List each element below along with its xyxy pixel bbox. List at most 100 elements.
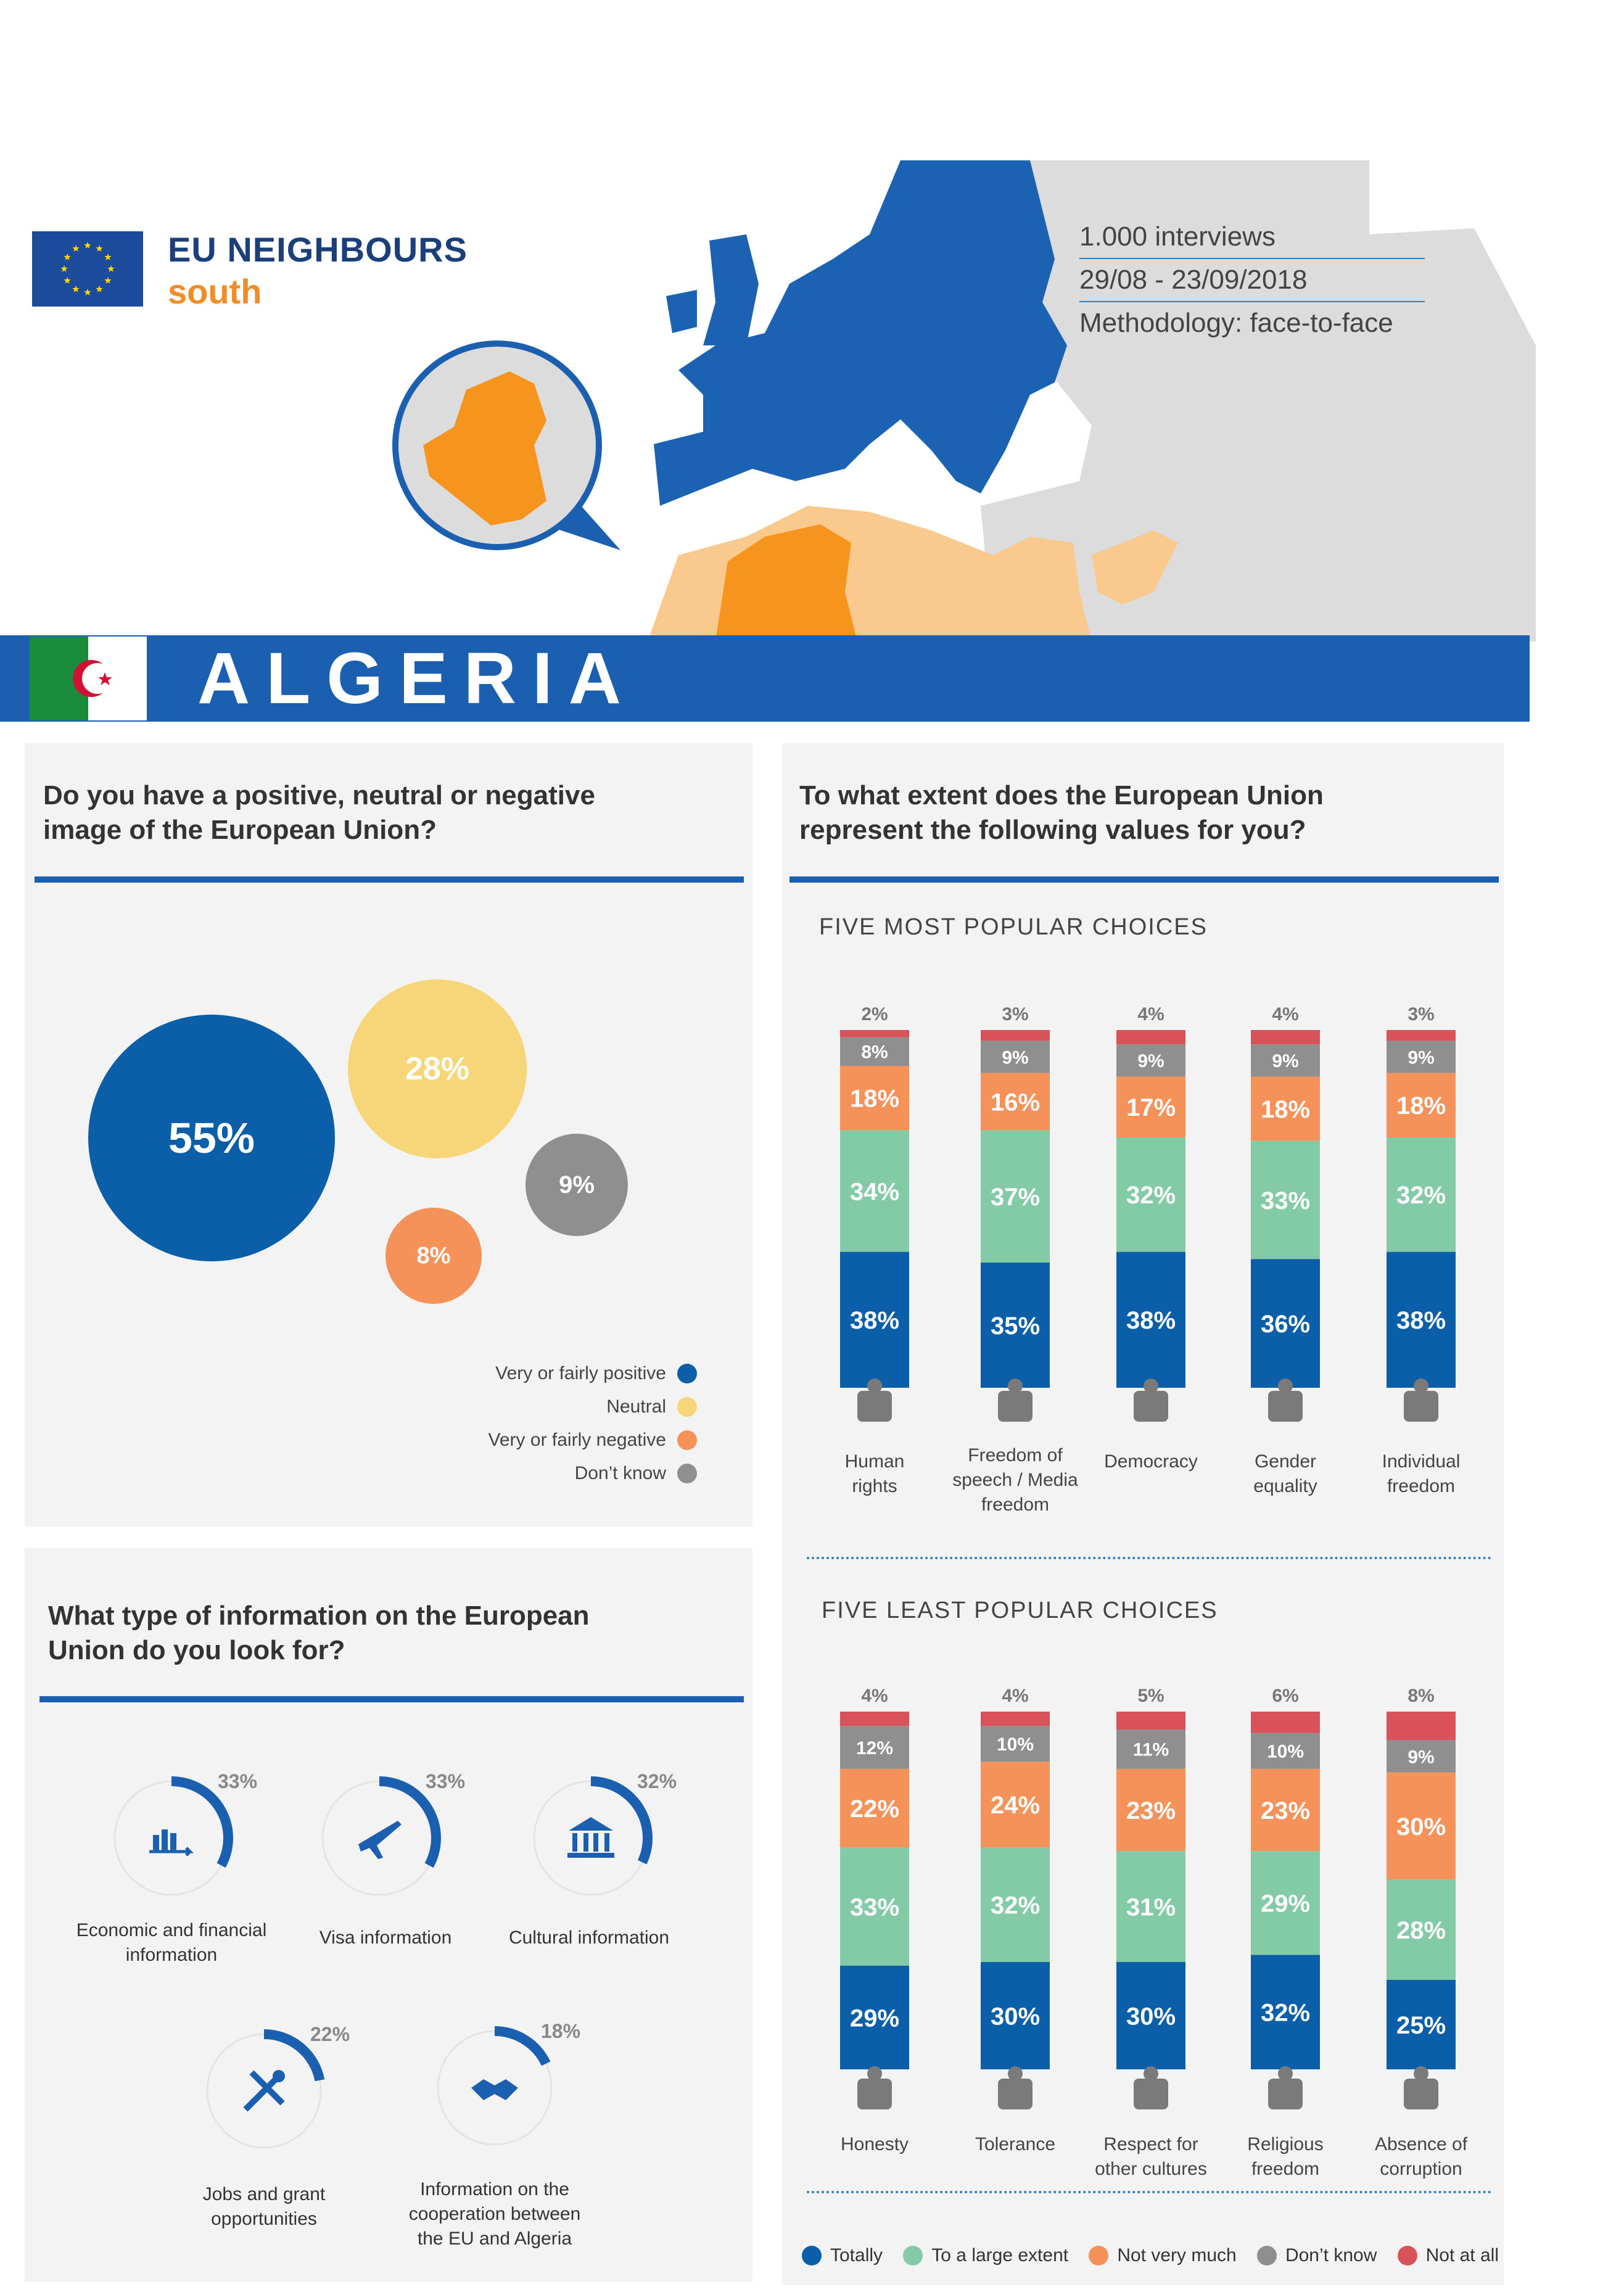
info-item-label-line: Information on the — [420, 2179, 569, 2199]
category-label-line: Democracy — [1104, 1451, 1198, 1472]
least-bar-4-top-label: 6% — [1272, 1686, 1298, 1706]
most-bar-5-seg-4 — [1387, 1041, 1456, 1073]
most-category-label: Individual freedom — [1353, 1449, 1489, 1499]
most-bar-4-seg-2 — [1251, 1140, 1320, 1259]
most-bar-5-seg-2 — [1387, 1137, 1456, 1252]
handshake-icon — [844, 2060, 905, 2122]
most-bar-1-label-1: 38% — [850, 1307, 899, 1334]
bubble-positive: 55% — [88, 1015, 335, 1261]
eu-star-icon — [64, 277, 71, 284]
dove-icon — [1390, 1372, 1452, 1434]
legend-dot — [903, 2246, 923, 2265]
least-bar-5-seg-4 — [1387, 1740, 1456, 1773]
least-bar-1-seg-5 — [840, 1712, 909, 1726]
info-donut — [196, 2023, 332, 2159]
hands-up-icon — [844, 1372, 905, 1434]
most-popular-chart: 38% 34% 18% 8% 2% 35% 37% 16% 9% 3% 38% 32% 17% 9% 4% 3… — [840, 1004, 1456, 1388]
algeria-inset — [386, 340, 620, 556]
legend-item: Don’t know — [1256, 2245, 1377, 2266]
eu-star-icon — [84, 242, 91, 249]
most-popular-title: FIVE MOST POPULAR CHOICES — [819, 914, 1208, 940]
megaphone-icon — [984, 1372, 1046, 1434]
most-category-label: Freedom of speech / Media freedom — [947, 1443, 1083, 1517]
most-bar-3-label-1: 38% — [1126, 1307, 1176, 1334]
most-bar-1-seg-3 — [840, 1066, 909, 1131]
category-label-line: other cultures — [1095, 2159, 1207, 2179]
info-item-label-line: opportunities — [211, 2209, 317, 2229]
least-popular-chart: 29% 33% 22% 12% 4% 30% 32% 24% 10% 4% 30% 31% 23% 11%… — [840, 1686, 1456, 2069]
most-bar-2-seg-2 — [981, 1130, 1050, 1263]
legend-positive: Very or fairly positive — [370, 1357, 697, 1390]
most-bar-1-seg-1 — [840, 1251, 909, 1388]
most-bar-4-label-1: 36% — [1261, 1311, 1310, 1338]
legend-dontknow: Don’t know — [370, 1457, 697, 1490]
least-bar-2-label-1: 30% — [991, 2003, 1040, 2030]
category-label-line: freedom — [1387, 1476, 1456, 1496]
least-bar-2-seg-2 — [981, 1847, 1050, 1962]
legend-negative-dot — [677, 1430, 697, 1450]
image-title-line1: Do you have a positive, neutral or negat… — [43, 780, 595, 810]
most-bar-2-seg-4 — [981, 1041, 1050, 1073]
info-item-label: Visa information — [281, 1926, 490, 1950]
info-item-label: Economic and financial information — [67, 1918, 276, 1968]
least-bar-2-seg-5 — [981, 1712, 1050, 1726]
category-label-line: freedom — [981, 1494, 1050, 1515]
legend-neutral: Neutral — [370, 1390, 697, 1424]
least-bar-1-seg-4 — [840, 1726, 909, 1769]
most-bar-2-seg-1 — [981, 1263, 1050, 1388]
least-bar-1-top-label: 4% — [861, 1686, 888, 1706]
bubble-neutral-value: 28% — [405, 1051, 470, 1087]
info-question-title: What type of information on the European… — [48, 1599, 739, 1668]
least-bar-3-seg-4 — [1116, 1729, 1185, 1769]
image-question-title: Do you have a positive, neutral or negat… — [43, 778, 734, 847]
least-bar-4-label-4: 10% — [1267, 1742, 1304, 1762]
least-bar-4-seg-3 — [1251, 1768, 1320, 1852]
most-bar-1-label-4: 8% — [861, 1042, 888, 1063]
donut-progress-arc — [263, 2029, 325, 2082]
most-bar-1-top-label: 2% — [861, 1004, 888, 1024]
handshake-icon — [471, 2079, 518, 2100]
least-bar-5-seg-5 — [1387, 1712, 1456, 1741]
most-bar-1-seg-5 — [840, 1030, 909, 1037]
least-bar-2-top-label: 4% — [1002, 1686, 1028, 1706]
least-bar-5-seg-3 — [1387, 1772, 1456, 1880]
most-bar-3-seg-4 — [1116, 1044, 1185, 1077]
least-category-label: Respect for other cultures — [1083, 2132, 1219, 2182]
institution-icon — [1120, 2060, 1182, 2122]
info-donut — [311, 1770, 447, 1906]
most-bar-1-label-2: 34% — [850, 1178, 899, 1205]
info-item-label-line: Economic and financial — [76, 1920, 267, 1940]
most-bar-2-label-2: 37% — [991, 1184, 1040, 1211]
donut-progress-arc — [494, 2026, 551, 2066]
info-item-label-line: cooperation between — [408, 2204, 581, 2224]
most-bar-1-seg-4 — [840, 1037, 909, 1066]
least-bar-3-label-3: 23% — [1126, 1797, 1176, 1824]
info-donut — [523, 1770, 659, 1906]
category-label-line: freedom — [1251, 2159, 1320, 2179]
info-donut — [427, 2020, 563, 2156]
info-item-label-line: information — [125, 1945, 218, 1965]
legend-separator — [807, 2191, 1491, 2193]
scales-coin-icon — [1390, 2060, 1452, 2122]
most-bar-3-seg-1 — [1116, 1251, 1185, 1388]
most-bar-1-seg-2 — [840, 1130, 909, 1252]
info-percent: 33% — [426, 1770, 466, 1792]
info-item-label-line: Jobs and grant — [202, 2184, 326, 2204]
values-question-title: To what extent does the European Union r… — [799, 778, 1490, 847]
donut-progress-arc — [379, 1776, 441, 1868]
eu-star-icon — [64, 254, 71, 260]
survey-meta: 1.000 interviews 29/08 - 23/09/2018 Meth… — [1079, 216, 1425, 344]
least-bar-2-label-2: 32% — [991, 1892, 1040, 1919]
category-label-line: Respect for — [1103, 2134, 1198, 2154]
legend-item: Not very much — [1089, 2245, 1237, 2266]
meta-interviews: 1.000 interviews — [1079, 216, 1425, 259]
info-item-label-line: Visa information — [319, 1927, 452, 1948]
religion-icon — [1255, 2060, 1316, 2122]
legend-label: Don’t know — [1285, 2245, 1377, 2265]
ballot-box-icon — [1120, 1372, 1182, 1434]
eu-star-icon — [60, 265, 68, 272]
legend-dontknow-label: Don’t know — [574, 1463, 666, 1483]
least-bar-1-seg-2 — [840, 1847, 909, 1966]
bubble-neutral: 28% — [348, 979, 527, 1158]
donut-progress-arc — [590, 1776, 653, 1865]
